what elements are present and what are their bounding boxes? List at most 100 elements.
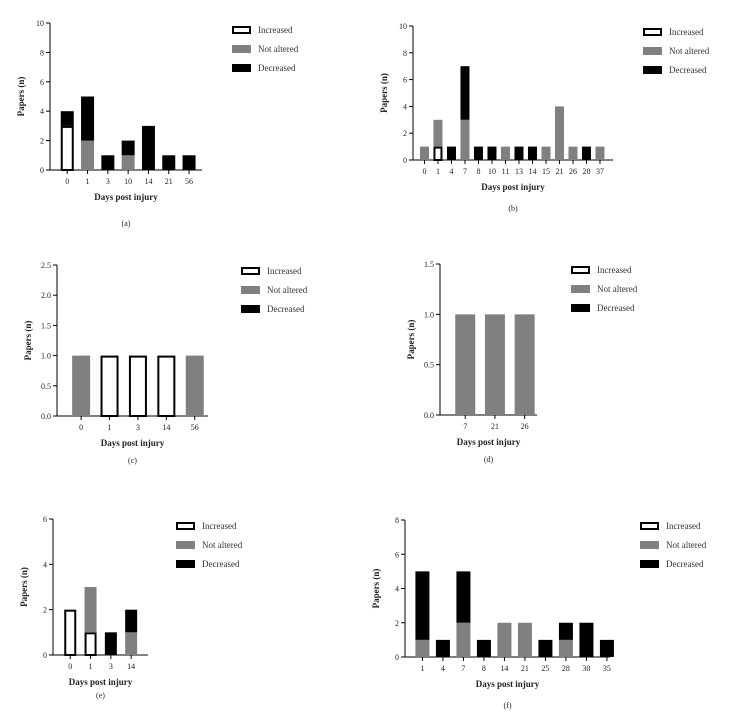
x-tick-label: 14 (144, 177, 152, 186)
legend-swatch-increased (643, 28, 662, 36)
bar-decreased-day-56 (182, 155, 196, 170)
x-axis-title: Days post injury (476, 679, 540, 689)
legend-swatch-decreased (176, 560, 195, 568)
bar-not-altered-day-1 (415, 639, 430, 657)
y-axis-title: Papers (n) (16, 77, 26, 117)
bar-increased-day-1 (84, 632, 97, 656)
legend: Increased Not altered Decreased (176, 521, 243, 569)
legend-swatch-increased (176, 522, 195, 530)
bar-decreased-day-3 (104, 632, 117, 655)
bar-not-altered-day-1 (81, 140, 95, 170)
bar-decreased-day-0 (60, 111, 74, 126)
bar-decreased-day-8 (473, 146, 483, 160)
legend-label: Increased (669, 27, 704, 37)
bar-not-altered-day-26 (514, 314, 535, 415)
bar-not-altered-day-15 (541, 146, 551, 160)
x-tick-label: 26 (521, 422, 529, 431)
x-tick-label: 0 (79, 423, 83, 432)
y-axis-title: Papers (n) (23, 321, 33, 361)
y-tick-label: 1.5 (41, 321, 51, 330)
x-tick-label: 15 (542, 167, 550, 176)
x-tick-label: 4 (441, 664, 445, 673)
y-tick-label: 6 (43, 515, 47, 524)
legend-label: Decreased (666, 559, 704, 569)
y-tick-label: 4 (403, 102, 407, 111)
legend-label: Increased (267, 266, 302, 276)
bar-decreased-day-1 (81, 96, 95, 141)
x-tick-label: 7 (463, 422, 467, 431)
bar-decreased-day-4 (435, 639, 450, 657)
legend-label: Not altered (267, 285, 308, 295)
legend-swatch-not-altered (176, 541, 195, 549)
bar-not-altered-day-14 (497, 622, 512, 657)
bar-increased-day-3 (128, 355, 147, 418)
legend-label: Not altered (666, 540, 707, 550)
legend-swatch-not-altered (643, 47, 662, 55)
x-tick-label: 7 (461, 664, 465, 673)
bar-increased-day-14 (157, 355, 176, 418)
x-tick-label: 14 (528, 167, 536, 176)
x-tick-label: 26 (569, 167, 577, 176)
bar-decreased-day-21 (162, 155, 176, 170)
x-tick-label: 1 (108, 423, 112, 432)
x-tick-label: 21 (165, 177, 173, 186)
bar-not-altered-day-1 (84, 587, 97, 633)
legend: Increased Not altered Decreased (571, 265, 638, 313)
legend-label: Decreased (258, 63, 296, 73)
y-tick-label: 8 (395, 516, 399, 525)
bar-not-altered-day-26 (568, 146, 578, 160)
x-tick-label: 0 (422, 167, 426, 176)
legend-swatch-increased (241, 267, 260, 275)
y-axis-title: Papers (n) (406, 320, 416, 360)
legend-label: Increased (258, 25, 293, 35)
x-tick-label: 8 (476, 167, 480, 176)
y-tick-label: 1.0 (424, 310, 434, 319)
x-tick-label: 3 (106, 177, 110, 186)
bar-decreased-day-13 (514, 146, 524, 160)
x-tick-label: 7 (463, 167, 467, 176)
chart-panel-3: 0.0 0.5 1.0 1.5 2.0 2.5 0 1 3 14 56 Days post injur… (23, 261, 308, 465)
bar-not-altered-day-56 (185, 355, 204, 416)
x-tick-label: 56 (191, 423, 199, 432)
x-tick-label: 8 (482, 664, 486, 673)
x-tick-label: 14 (500, 664, 508, 673)
bar-decreased-day-28 (558, 622, 573, 640)
y-tick-label: 10 (399, 22, 407, 31)
bar-increased-day-1 (433, 146, 443, 162)
x-tick-label: 10 (488, 167, 496, 176)
y-tick-label: 2 (40, 137, 44, 146)
legend-label: Decreased (597, 303, 635, 313)
bar-decreased-day-30 (579, 622, 594, 657)
x-tick-label: 14 (162, 423, 170, 432)
legend-swatch-increased (640, 522, 659, 530)
legend-swatch-decreased (241, 305, 260, 313)
x-axis-title: Days post injury (69, 677, 133, 687)
y-tick-label: 2 (403, 129, 407, 138)
x-tick-label: 14 (127, 662, 135, 671)
y-tick-label: 0 (395, 653, 399, 662)
legend-swatch-decreased (643, 66, 662, 74)
x-tick-label: 25 (541, 664, 549, 673)
y-tick-label: 1.5 (424, 260, 434, 269)
bar-increased-day-1 (100, 355, 119, 418)
bar-decreased-day-7 (460, 66, 470, 120)
x-tick-label: 1 (89, 662, 93, 671)
y-tick-label: 10 (36, 19, 44, 28)
x-tick-label: 28 (582, 167, 590, 176)
y-tick-label: 0.5 (41, 382, 51, 391)
x-tick-label: 0 (65, 177, 69, 186)
bar-not-altered-day-10 (121, 155, 135, 170)
y-tick-label: 1.0 (41, 352, 51, 361)
x-tick-label: 30 (582, 664, 590, 673)
y-tick-label: 6 (403, 76, 407, 85)
bar-not-altered-day-37 (595, 146, 605, 160)
bar-decreased-day-14 (527, 146, 537, 160)
y-tick-label: 4 (395, 585, 399, 594)
panel-caption: (d) (484, 455, 494, 464)
x-tick-label: 4 (449, 167, 453, 176)
x-tick-label: 35 (603, 664, 611, 673)
bar-decreased-day-4 (446, 146, 456, 160)
y-tick-label: 0 (403, 156, 407, 165)
